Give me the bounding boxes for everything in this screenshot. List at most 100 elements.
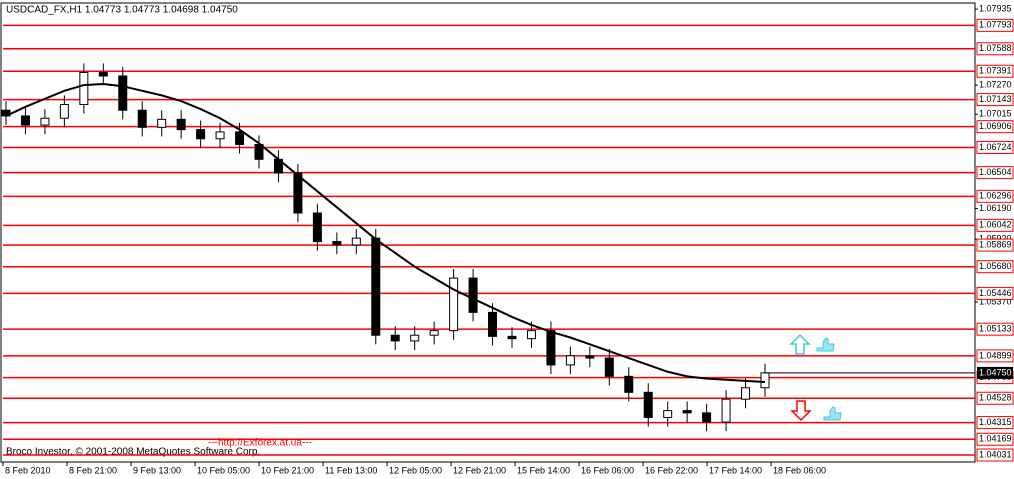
candle-body (196, 129, 206, 140)
thumb-up-2 (823, 406, 842, 421)
candle-body (332, 241, 342, 246)
x-tick-label: 8 Feb 2010 (5, 465, 51, 475)
level-label-box (976, 18, 1014, 32)
y-tick-label: 1.07935 (979, 4, 1012, 14)
level-label: 1.06906 (979, 121, 1012, 131)
x-tick-label: 15 Feb 14:00 (517, 465, 570, 475)
y-tick-label: 1.07015 (979, 109, 1012, 119)
candle-body (98, 72, 108, 77)
level-label: 1.07588 (979, 43, 1012, 53)
level-label-box (976, 64, 1014, 78)
level-label-box (976, 416, 1014, 430)
candle-body (410, 334, 420, 342)
level-label: 1.05446 (979, 288, 1012, 298)
level-label: 1.04169 (979, 434, 1012, 444)
candle-body (565, 355, 575, 366)
last-price-box (977, 366, 1013, 379)
up-arrow (789, 333, 811, 355)
level-label: 1.07793 (979, 20, 1012, 30)
level-label-box (976, 391, 1014, 405)
level-label-box (976, 432, 1014, 446)
candle-body (449, 277, 459, 332)
candle-body (741, 387, 751, 400)
candle-body (40, 117, 50, 126)
footer: Broco Investor, © 2001-2008 MetaQuotes S… (6, 447, 260, 458)
candle-body (20, 115, 30, 126)
candle-body (429, 330, 439, 336)
x-tick-label: 11 Feb 13:00 (325, 465, 377, 475)
x-tick-label: 18 Feb 06:00 (773, 465, 826, 475)
candle-body (702, 412, 712, 423)
level-label-box (976, 448, 1014, 462)
level-label: 1.07391 (979, 66, 1012, 76)
candle-body (468, 277, 478, 313)
candle-body (59, 104, 69, 119)
thumb-up (816, 337, 835, 352)
level-label-box (976, 260, 1014, 274)
x-tick-label: 17 Feb 14:00 (709, 465, 762, 475)
x-tick-label: 12 Feb 21:00 (453, 465, 506, 475)
plot-frame (0, 2, 976, 463)
level-label: 1.06296 (979, 191, 1012, 201)
candle-body (79, 72, 89, 106)
x-tick-label: 16 Feb 22:00 (645, 465, 698, 475)
x-tick-label: 10 Feb 21:00 (261, 465, 314, 475)
candle-body (526, 330, 536, 340)
candle-body (585, 355, 595, 359)
candle-body (176, 118, 186, 131)
candle-body (507, 335, 517, 340)
watermark: ---http://Exforex.at.ua--- (208, 438, 312, 449)
last-price-label: 1.04750 (979, 367, 1012, 377)
down-arrow (790, 400, 812, 422)
chart-title: USDCAD_FX,H1 1.04773 1.04773 1.04698 1.0… (6, 5, 238, 16)
x-tick-label: 10 Feb 05:00 (197, 465, 250, 475)
level-label-box (976, 120, 1014, 134)
candle-body (312, 212, 322, 243)
y-tick-label: 1.06190 (979, 203, 1012, 213)
candle-body (137, 109, 147, 128)
level-label: 1.06042 (979, 220, 1012, 230)
candle-body (682, 410, 692, 414)
candle-body (293, 172, 303, 214)
level-label-box (976, 189, 1014, 203)
candle-body (488, 311, 498, 337)
candle-body (371, 237, 381, 336)
level-label-box (976, 42, 1014, 56)
candle-body (351, 237, 361, 246)
x-tick-label: 16 Feb 06:00 (581, 465, 634, 475)
candle-body (624, 375, 634, 393)
level-label-box (976, 166, 1014, 180)
candle-body (235, 131, 245, 145)
level-label: 1.05869 (979, 239, 1012, 249)
level-label: 1.06504 (979, 167, 1012, 177)
level-label: 1.04899 (979, 350, 1012, 360)
candle-body (604, 357, 614, 377)
candle-body (118, 75, 128, 111)
level-label: 1.07143 (979, 94, 1012, 104)
level-label: 1.04315 (979, 417, 1012, 427)
candle-body (721, 398, 731, 423)
candle-body (546, 330, 556, 366)
level-label: 1.04528 (979, 393, 1012, 403)
moving-average (5, 82, 766, 384)
candle-body (215, 131, 225, 140)
level-label: 1.06724 (979, 142, 1012, 152)
level-label: 1.05680 (979, 261, 1012, 271)
candle-body (760, 372, 770, 389)
x-tick-label: 8 Feb 21:00 (69, 465, 117, 475)
level-label-box (976, 286, 1014, 300)
x-tick-label: 12 Feb 05:00 (389, 465, 442, 475)
level-label: 1.05133 (979, 324, 1012, 334)
candle-body (390, 334, 400, 342)
y-tick-label: 1.05370 (979, 296, 1012, 306)
y-tick-label: 1.07270 (979, 79, 1012, 89)
level-label-box (976, 93, 1014, 107)
x-tick-label: 9 Feb 13:00 (133, 465, 181, 475)
signal-icons (789, 333, 842, 422)
level-label: 1.04031 (979, 449, 1012, 459)
level-label-box (976, 218, 1014, 232)
level-label-box (976, 349, 1014, 363)
candle-body (157, 118, 167, 128)
